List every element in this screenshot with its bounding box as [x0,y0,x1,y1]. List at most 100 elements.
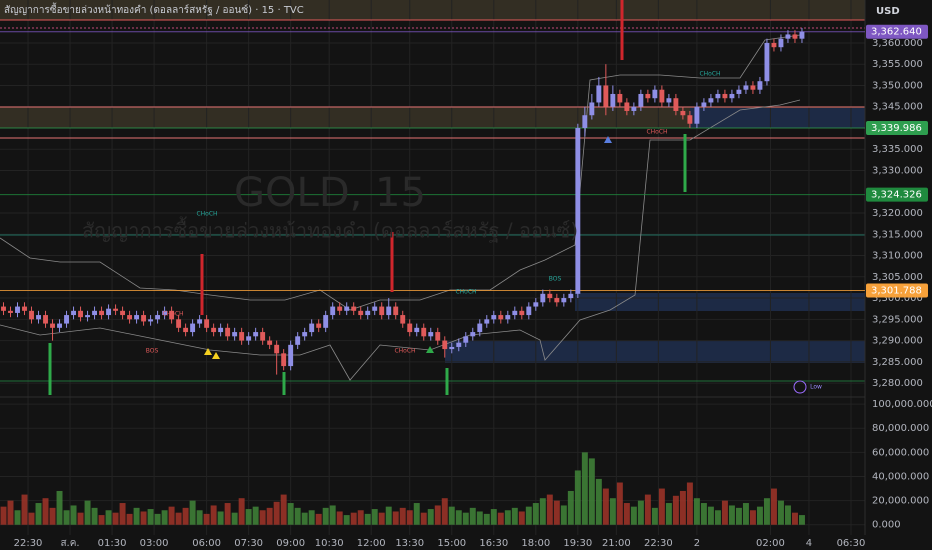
chart-title: สัญญาการซื้อขายล่วงหน้าทองคำ (ดอลลาร์สหร… [4,2,304,16]
volume-bar [287,503,294,525]
y-tick-label: 3,350.000 [872,80,923,91]
marker [212,352,220,359]
volume-bar [448,506,455,525]
x-tick-label: 09:00 [276,538,305,549]
candle-body [99,310,105,316]
y-tick-label: 3,320.000 [872,208,923,219]
x-tick-label: 19:30 [563,538,592,549]
volume-bar [245,509,252,525]
volume-bar [539,498,546,525]
candle-body [232,332,238,337]
volume-bar [651,507,658,525]
volume-bar [784,505,791,525]
candle-body [561,298,567,303]
volume-bar [749,510,756,525]
annotation: CHoCH [196,211,217,218]
candle-body [176,319,182,328]
x-tick-label: 22:30 [14,538,43,549]
volume-bar [238,498,245,525]
y-tick-label: 60,000.000 [872,447,929,458]
candle-body [442,340,448,350]
volume-bar [35,503,42,525]
volume-bar [14,510,21,525]
annotation: BOS [146,348,159,355]
volume-bar [476,511,483,525]
y-tick-label: 3,290.000 [872,336,923,347]
volume-bar [301,512,308,525]
volume-bar [280,494,287,525]
candle-body [36,315,41,320]
volume-bar [42,498,49,525]
volume-bar [168,506,175,525]
candle-body [365,310,371,316]
x-tick-label: 13:30 [395,538,424,549]
price-badge [866,24,928,39]
volume-bar [560,505,567,525]
volume-bar [350,512,357,525]
y-tick-label: 3,345.000 [872,102,923,113]
volume-bar [413,503,420,525]
candle-body [120,310,126,316]
annotation: BOS [549,276,562,283]
volume-bar [84,500,91,525]
candle-body [204,319,210,328]
volume-bar [441,498,448,525]
annotation: CHoCH [646,129,667,136]
volume-bar [532,503,539,525]
volume-bar [525,506,532,525]
volume-bar [175,512,182,525]
candle-body [218,327,224,333]
volume-bar [665,503,672,525]
volume-bar [504,510,511,525]
candle-body [78,310,83,318]
volume-bar [763,498,770,525]
candle-body [337,306,343,311]
candle-body [393,306,399,316]
candle-body [568,293,574,299]
volume-bar [777,500,784,525]
candle-body [540,293,546,303]
volume-bar [588,458,595,525]
volume-bar [252,506,259,525]
candle-body [498,315,504,320]
volume-bar [462,512,469,525]
volume-bar [756,506,763,525]
volume-bar [0,506,7,525]
x-tick-label: 10:30 [315,538,344,549]
candle-body [421,327,427,337]
supply-zone [0,0,865,20]
candle-body [750,85,756,90]
candle-body [239,332,245,341]
x-tick-label: 15:00 [437,538,466,549]
candle-body [344,306,350,311]
candle-body [778,38,784,48]
price-badge-label: 3,339.986 [871,123,922,134]
candle-body [708,98,714,103]
volume-bar [630,506,637,525]
x-tick-label: 03:00 [140,538,169,549]
candle-body [43,315,48,324]
volume-bar [322,507,329,525]
x-tick-label: 21:00 [602,538,631,549]
candle-body [225,327,231,337]
y-tick-label: 3,295.000 [872,314,923,325]
volume-bar [63,510,70,525]
x-tick-label: 12:00 [357,538,386,549]
volume-bar [371,509,378,525]
candle-body [617,93,623,103]
volume-bar [7,500,14,525]
marker [604,136,612,143]
candle-body [645,93,651,99]
indicator-lines [0,0,866,535]
candle-body [582,115,588,128]
volume-bar [693,498,700,525]
candle-body [666,98,672,103]
volume-bar [420,512,427,525]
candle-body [456,342,462,347]
candle-body [687,115,693,124]
volume-bar [546,494,553,525]
price-badge [866,121,928,136]
candle-body [162,310,168,316]
volume-bar [273,501,280,525]
